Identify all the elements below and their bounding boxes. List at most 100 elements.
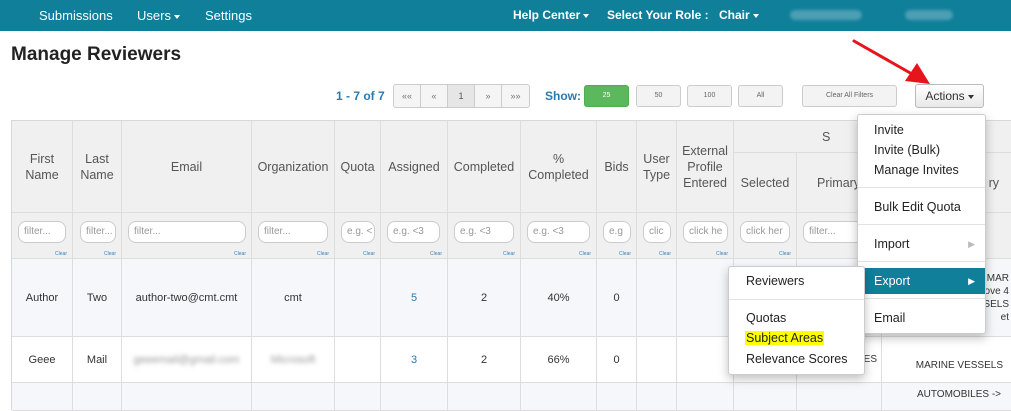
col-header-percent-completed[interactable]: % Completed bbox=[521, 121, 597, 213]
cell-secondary: MARINE VESSELS bbox=[882, 337, 1011, 383]
clear-link[interactable]: Clear bbox=[579, 251, 591, 257]
clear-link[interactable]: Clear bbox=[430, 251, 442, 257]
clear-link[interactable]: Clear bbox=[317, 251, 329, 257]
clear-all-filters-button[interactable]: Clear All Filters bbox=[802, 85, 897, 107]
col-header-last-name[interactable]: Last Name bbox=[73, 121, 122, 213]
page-size-50-button[interactable]: 50 bbox=[636, 85, 681, 107]
filter-first-name-input[interactable]: filter... bbox=[18, 221, 66, 243]
filter-quota-input[interactable]: e.g. < bbox=[341, 221, 375, 243]
filter-percent-input[interactable]: e.g. <3 bbox=[527, 221, 590, 243]
filter-assigned-input[interactable]: e.g. <3 bbox=[387, 221, 440, 243]
pager-first-button[interactable]: «« bbox=[394, 85, 421, 107]
export-item-reviewers[interactable]: Reviewers bbox=[746, 274, 805, 288]
export-item-relevance-scores[interactable]: Relevance Scores bbox=[746, 352, 848, 366]
pager-last-button[interactable]: »» bbox=[510, 91, 521, 101]
user-name-blurred bbox=[790, 10, 862, 20]
clear-link[interactable]: Clear bbox=[619, 251, 631, 257]
cell-last-name: Two bbox=[73, 259, 122, 337]
actions-label: Actions bbox=[925, 89, 965, 103]
menu-item-import[interactable]: Import ▶ bbox=[858, 234, 985, 254]
chevron-down-icon bbox=[173, 14, 180, 19]
clear-link[interactable]: Clear bbox=[503, 251, 515, 257]
nav-users[interactable]: Users bbox=[137, 8, 180, 23]
col-header-bids[interactable]: Bids bbox=[597, 121, 637, 213]
cell-bids: 0 bbox=[597, 337, 637, 383]
clear-link[interactable]: Clear bbox=[659, 251, 671, 257]
chevron-down-icon bbox=[967, 94, 974, 99]
filter-external-input[interactable]: click he bbox=[683, 221, 728, 243]
col-header-assigned[interactable]: Assigned bbox=[381, 121, 448, 213]
page-size-100-button[interactable]: 100 bbox=[687, 85, 732, 107]
pager-prev-button[interactable]: « bbox=[421, 85, 448, 107]
table-row bbox=[335, 383, 381, 411]
menu-item-export[interactable]: Export ▶ bbox=[858, 268, 985, 294]
col-header-email[interactable]: Email bbox=[122, 121, 252, 213]
pager-next-button[interactable]: » bbox=[475, 85, 502, 107]
col-header-user-type[interactable]: User Type bbox=[637, 121, 677, 213]
table-row bbox=[12, 383, 73, 411]
menu-item-invite[interactable]: Invite bbox=[874, 123, 904, 137]
arrow-head bbox=[905, 63, 930, 84]
cell-bids: 0 bbox=[597, 259, 637, 337]
clear-link[interactable]: Clear bbox=[363, 251, 375, 257]
nav-submissions[interactable]: Submissions bbox=[39, 8, 113, 23]
menu-item-bulk-edit-quota[interactable]: Bulk Edit Quota bbox=[874, 200, 961, 214]
export-submenu: Reviewers Quotas Subject Areas Relevance… bbox=[728, 266, 865, 375]
col-header-quota[interactable]: Quota bbox=[335, 121, 381, 213]
pager-info: 1 - 7 of 7 bbox=[336, 89, 385, 103]
filter-last-name-input[interactable]: filter... bbox=[80, 221, 116, 243]
export-item-quotas[interactable]: Quotas bbox=[746, 311, 787, 325]
page-size-25-button[interactable]: 25 bbox=[584, 85, 629, 107]
nav-users-label: Users bbox=[137, 8, 171, 23]
role-label: Select Your Role : bbox=[607, 8, 709, 22]
nav-settings[interactable]: Settings bbox=[205, 8, 252, 23]
chevron-right-icon: ▶ bbox=[968, 239, 975, 249]
table-row bbox=[797, 383, 882, 411]
arrow-shaft bbox=[852, 39, 914, 76]
pager: «« « 1 » »» bbox=[393, 84, 530, 108]
menu-item-import-label: Import bbox=[874, 237, 910, 251]
export-item-subject-areas[interactable]: Subject Areas bbox=[745, 331, 825, 345]
menu-divider bbox=[858, 298, 985, 299]
actions-menu: Invite Invite (Bulk) Manage Invites Bulk… bbox=[857, 114, 986, 334]
col-header-first-name[interactable]: First Name bbox=[12, 121, 73, 213]
table-row bbox=[252, 383, 335, 411]
assigned-link[interactable]: 5 bbox=[410, 291, 418, 304]
menu-item-manage-invites[interactable]: Manage Invites bbox=[874, 163, 959, 177]
nav-help-center[interactable]: Help Center bbox=[513, 8, 590, 22]
filter-bids-input[interactable]: e.g bbox=[603, 221, 631, 243]
assigned-link[interactable]: 3 bbox=[410, 353, 418, 366]
cell-organization: Microsoft bbox=[252, 337, 335, 383]
clear-link[interactable]: Clear bbox=[55, 251, 67, 257]
menu-item-email[interactable]: Email bbox=[874, 311, 906, 325]
filter-completed-input[interactable]: e.g. <3 bbox=[454, 221, 514, 243]
clear-link[interactable]: Clear bbox=[234, 251, 246, 257]
col-header-completed[interactable]: Completed bbox=[448, 121, 521, 213]
organization-blurred: Microsoft bbox=[270, 353, 316, 366]
filter-email-input[interactable]: filter... bbox=[128, 221, 246, 243]
cell-percent-completed: 66% bbox=[521, 337, 597, 383]
filter-selected-input[interactable]: click her bbox=[740, 221, 790, 243]
role-select[interactable]: Chair bbox=[719, 8, 759, 22]
page-size-all-button[interactable]: All bbox=[738, 85, 783, 107]
pager-page-button[interactable]: 1 bbox=[448, 85, 475, 107]
show-label: Show: bbox=[545, 89, 581, 103]
filter-cell: e.g. < Clear bbox=[335, 213, 381, 259]
col-header-organization[interactable]: Organization bbox=[252, 121, 335, 213]
actions-button[interactable]: Actions bbox=[915, 84, 984, 108]
user-menu-blurred[interactable] bbox=[905, 10, 953, 20]
cell-organization: cmt bbox=[252, 259, 335, 337]
col-header-selected[interactable]: Selected bbox=[734, 153, 797, 213]
menu-divider bbox=[729, 299, 864, 300]
clear-link[interactable]: Clear bbox=[716, 251, 728, 257]
menu-item-invite-bulk[interactable]: Invite (Bulk) bbox=[874, 143, 940, 157]
filter-cell: e.g Clear bbox=[597, 213, 637, 259]
clear-link[interactable]: Clear bbox=[104, 251, 116, 257]
role-value: Chair bbox=[719, 8, 750, 22]
clear-link[interactable]: Clear bbox=[779, 251, 791, 257]
filter-user-type-input[interactable]: clic bbox=[643, 221, 671, 243]
col-header-external-profile[interactable]: External Profile Entered bbox=[677, 121, 734, 213]
cell-completed: 2 bbox=[448, 259, 521, 337]
filter-organization-input[interactable]: filter... bbox=[258, 221, 328, 243]
filter-cell: clic Clear bbox=[637, 213, 677, 259]
